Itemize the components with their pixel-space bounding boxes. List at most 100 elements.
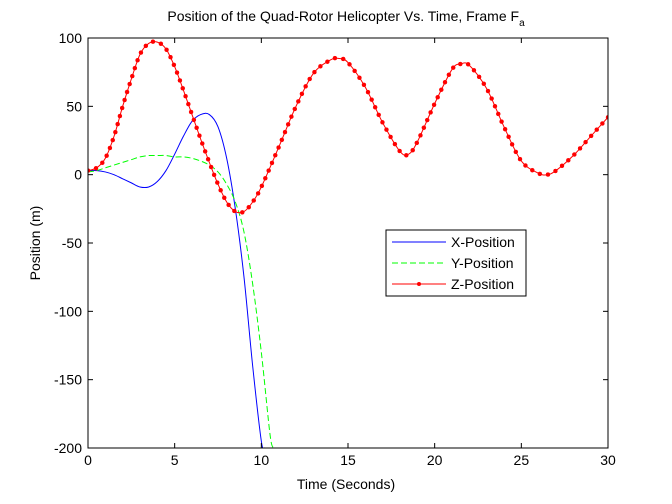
series-point (299, 91, 305, 97)
series-point (208, 164, 214, 170)
y-tick-label: -50 (62, 235, 82, 251)
series-point (428, 110, 433, 115)
series-point (100, 160, 105, 166)
series-point (553, 168, 558, 174)
chart-title-subscript: a (519, 18, 525, 29)
series-point (246, 204, 252, 210)
legend-label: X-Position (451, 234, 515, 250)
legend: X-Position Y-Position Z-Position (385, 229, 527, 297)
series-point (226, 202, 231, 208)
series-point (263, 176, 268, 181)
series-point (439, 87, 444, 92)
series-point (211, 172, 217, 178)
y-tick-label: 100 (59, 30, 83, 46)
series-point (499, 119, 504, 124)
series-point (307, 76, 312, 82)
series-point (255, 191, 261, 196)
series-point (421, 125, 427, 130)
x-tick-label: 20 (427, 452, 443, 468)
series-point (365, 89, 371, 95)
series-point (489, 96, 494, 101)
series-point (340, 56, 346, 62)
legend-box (385, 229, 527, 297)
series-point (506, 134, 511, 140)
series-point (369, 97, 374, 102)
series-point (384, 127, 389, 132)
series-point (410, 147, 415, 153)
series-point (594, 127, 600, 132)
y-tick-label: -200 (54, 440, 82, 456)
series-point (158, 41, 164, 47)
series-point (577, 146, 583, 151)
series-point (110, 137, 115, 143)
series-point (276, 145, 281, 150)
series-point (205, 156, 211, 162)
series-point (465, 62, 471, 67)
x-tick-label: 0 (84, 452, 92, 468)
series-point (537, 171, 543, 177)
series-point (517, 156, 523, 162)
series-point (266, 168, 271, 173)
series-point (318, 64, 323, 69)
series-point (164, 47, 169, 53)
series-point (566, 158, 571, 163)
y-tick-label: -150 (54, 372, 82, 388)
series-point (404, 153, 409, 158)
series-point (135, 57, 140, 63)
series-point (458, 61, 463, 67)
axes-frame (87, 37, 609, 449)
series-point (325, 59, 330, 64)
series-point (523, 163, 528, 168)
series-point (180, 86, 185, 91)
legend-label: Y-Position (451, 255, 514, 271)
series-point (296, 99, 301, 104)
series-point (107, 145, 113, 151)
series-point (202, 149, 208, 154)
series-point (332, 55, 338, 61)
series-point (171, 62, 177, 68)
series-point (471, 68, 477, 73)
series-point (559, 163, 565, 169)
series-point (183, 93, 188, 99)
series-point (269, 160, 275, 166)
series-point (232, 208, 237, 214)
series-point (113, 129, 118, 135)
y-tick-label: 0 (74, 167, 82, 183)
series-point (583, 139, 588, 145)
series-point (414, 140, 420, 146)
legend-marker (417, 282, 421, 286)
series-point (380, 120, 385, 125)
series-point (509, 142, 515, 147)
x-tick-label: 15 (340, 452, 356, 468)
series-point (143, 43, 149, 49)
series-point (600, 121, 605, 126)
series-point (186, 101, 191, 107)
chart-title-main: Position of the Quad-Rotor Helicopter Vs… (167, 8, 519, 24)
chart-title: Position of the Quad-Rotor Helicopter Vs… (167, 8, 525, 29)
series-point (119, 105, 125, 111)
series-point (372, 105, 378, 110)
series-point (292, 106, 298, 112)
series-point (572, 152, 577, 157)
series-point (104, 153, 109, 158)
series-layer (88, 39, 608, 448)
series-point (481, 81, 487, 87)
series-point (357, 75, 362, 81)
series-point (303, 84, 308, 89)
x-tick-label: 10 (254, 452, 270, 468)
series-point (259, 183, 265, 189)
series-point (188, 109, 194, 115)
series-point (496, 111, 501, 117)
series-point (117, 113, 123, 119)
series-point (240, 210, 245, 215)
series-point (138, 50, 144, 55)
series-point (545, 172, 551, 177)
series-point (194, 125, 199, 131)
series-point (476, 74, 482, 80)
series-point (279, 137, 285, 143)
series-point (418, 133, 423, 138)
series-point (218, 187, 223, 193)
x-tick-label: 25 (514, 452, 530, 468)
series-point (431, 102, 437, 108)
